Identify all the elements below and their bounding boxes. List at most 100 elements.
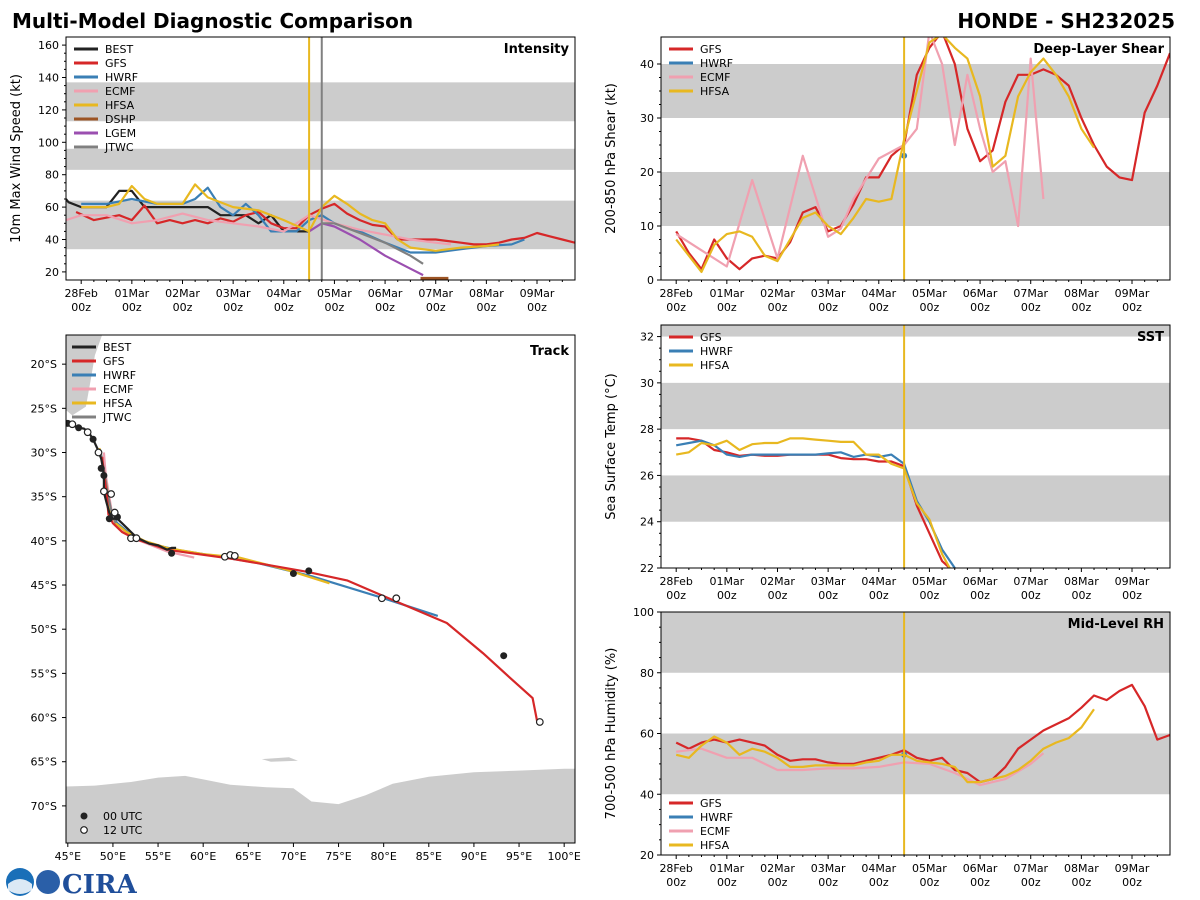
rh-panel-title: Mid-Level RH — [1068, 617, 1164, 632]
sst-legend-label: GFS — [700, 331, 722, 344]
track-fix-00utc — [97, 464, 105, 472]
shear-ytick-label: 10 — [640, 220, 654, 233]
shear-xtick-date: 01Mar — [709, 287, 744, 300]
track-xtick-label: 60°E — [190, 850, 216, 863]
sst-xtick-date: 05Mar — [912, 575, 947, 588]
shear-xtick-date: 28Feb — [659, 287, 692, 300]
shear-band — [661, 172, 1170, 226]
intensity-ytick-label: 100 — [38, 136, 59, 149]
sst-xtick-date: 02Mar — [760, 575, 795, 588]
shear-line-hfsa — [675, 37, 1095, 273]
rh-panel: 2040608010028Feb00z01Mar00z02Mar00z03Mar… — [604, 606, 1171, 889]
rh-xtick-hour: 00z — [1122, 876, 1142, 889]
track-ytick-label: 50°S — [31, 623, 57, 636]
rh-line-gfs — [675, 683, 1170, 784]
rh-xtick-date: 03Mar — [811, 862, 846, 875]
sst-xtick-date: 07Mar — [1013, 575, 1048, 588]
shear-ytick-label: 30 — [640, 112, 654, 125]
intensity-plot-content — [66, 37, 575, 280]
shear-band — [661, 64, 1170, 118]
intensity-legend-label: LGEM — [105, 127, 136, 140]
shear-xtick-hour: 00z — [970, 301, 990, 314]
sst-xtick-hour: 00z — [970, 589, 990, 602]
sst-ylabel: Sea Surface Temp (°C) — [604, 373, 619, 520]
shear-xtick-hour: 00z — [1122, 301, 1142, 314]
track-frame — [65, 334, 576, 844]
shear-ylabel: 200-850 hPa Shear (kt) — [604, 83, 619, 234]
rh-xtick-date: 09Mar — [1115, 862, 1150, 875]
intensity-xtick-date: 04Mar — [266, 287, 301, 300]
track-ytick-label: 20°S — [31, 358, 57, 371]
track-xtick-label: 75°E — [325, 850, 351, 863]
intensity-ytick-label: 60 — [45, 201, 59, 214]
track-legend-12utc-label: 12 UTC — [103, 824, 143, 837]
shear-legend-label: ECMF — [700, 71, 730, 84]
track-legend-label: JTWC — [102, 411, 132, 424]
shear-xtick-hour: 00z — [1021, 301, 1041, 314]
sst-xtick-hour: 00z — [768, 589, 788, 602]
rh-ytick-label: 40 — [640, 788, 654, 801]
rh-plot-content — [661, 612, 1170, 855]
intensity-xtick-hour: 00z — [274, 301, 294, 314]
track-fix-12utc — [83, 428, 92, 437]
shear-xtick-date: 04Mar — [861, 287, 896, 300]
rh-line-hfsa — [675, 708, 1095, 784]
figure-title: Multi-Model Diagnostic Comparison — [12, 9, 413, 33]
track-fix-12utc — [110, 508, 119, 517]
shear-ytick-label: 0 — [647, 274, 654, 287]
intensity-legend-label: HFSA — [105, 99, 135, 112]
rh-xtick-hour: 00z — [970, 876, 990, 889]
sst-ytick-label: 30 — [640, 377, 654, 390]
rh-ytick-label: 20 — [640, 849, 654, 862]
shear-legend-label: GFS — [700, 43, 722, 56]
track-legend-label: BEST — [103, 341, 131, 354]
rh-ytick-label: 80 — [640, 667, 654, 680]
shear-xtick-date: 09Mar — [1115, 287, 1150, 300]
ice-shelf-land — [261, 757, 298, 762]
shear-xtick-hour: 00z — [717, 301, 737, 314]
track-fix-00utc — [305, 567, 313, 575]
intensity-legend-label: JTWC — [104, 141, 134, 154]
sst-legend-label: HWRF — [700, 345, 733, 358]
shear-xtick-hour: 00z — [920, 301, 940, 314]
intensity-line-gfs — [75, 202, 575, 246]
rh-xtick-hour: 00z — [768, 876, 788, 889]
track-fix-12utc — [100, 487, 108, 496]
track-fix-00utc — [105, 515, 113, 523]
track-fix-00utc — [500, 652, 508, 660]
sst-xtick-date: 09Mar — [1115, 575, 1150, 588]
sst-plot-content — [661, 325, 1170, 568]
rh-band — [661, 612, 1170, 673]
rh-xtick-date: 06Mar — [963, 862, 998, 875]
sst-xtick-hour: 00z — [666, 589, 686, 602]
track-ytick-label: 30°S — [31, 447, 57, 460]
intensity-ytick-label: 140 — [38, 72, 59, 85]
shear-line-gfs — [675, 37, 1170, 271]
sst-xtick-hour: 00z — [920, 589, 940, 602]
shear-legend-label: HWRF — [700, 57, 733, 70]
shear-plot-content — [661, 37, 1170, 280]
track-fix-12utc — [132, 534, 141, 543]
track-legend-00utc-label: 00 UTC — [103, 810, 143, 823]
intensity-xtick-hour: 00z — [325, 301, 345, 314]
track-fix-00utc — [89, 435, 97, 443]
rh-xtick-date: 08Mar — [1064, 862, 1099, 875]
track-xtick-label: 100°E — [547, 850, 580, 863]
sst-xtick-date: 03Mar — [811, 575, 846, 588]
sst-legend-label: HFSA — [700, 359, 730, 372]
storm-id: HONDE - SH232025 — [957, 9, 1175, 33]
shear-xtick-hour: 00z — [869, 301, 889, 314]
sst-xtick-date: 06Mar — [963, 575, 998, 588]
csu-logo-icon — [36, 870, 60, 894]
track-plot-content — [66, 335, 575, 843]
rh-legend-label: HWRF — [700, 811, 733, 824]
intensity-ylabel: 10m Max Wind Speed (kt) — [9, 74, 24, 243]
rh-xtick-date: 02Mar — [760, 862, 795, 875]
sst-xtick-hour: 00z — [818, 589, 838, 602]
intensity-legend-label: HWRF — [105, 71, 138, 84]
sst-xtick-date: 04Mar — [861, 575, 896, 588]
track-fix-12utc — [392, 594, 401, 603]
intensity-xtick-date: 03Mar — [216, 287, 251, 300]
rh-xtick-hour: 00z — [1071, 876, 1091, 889]
